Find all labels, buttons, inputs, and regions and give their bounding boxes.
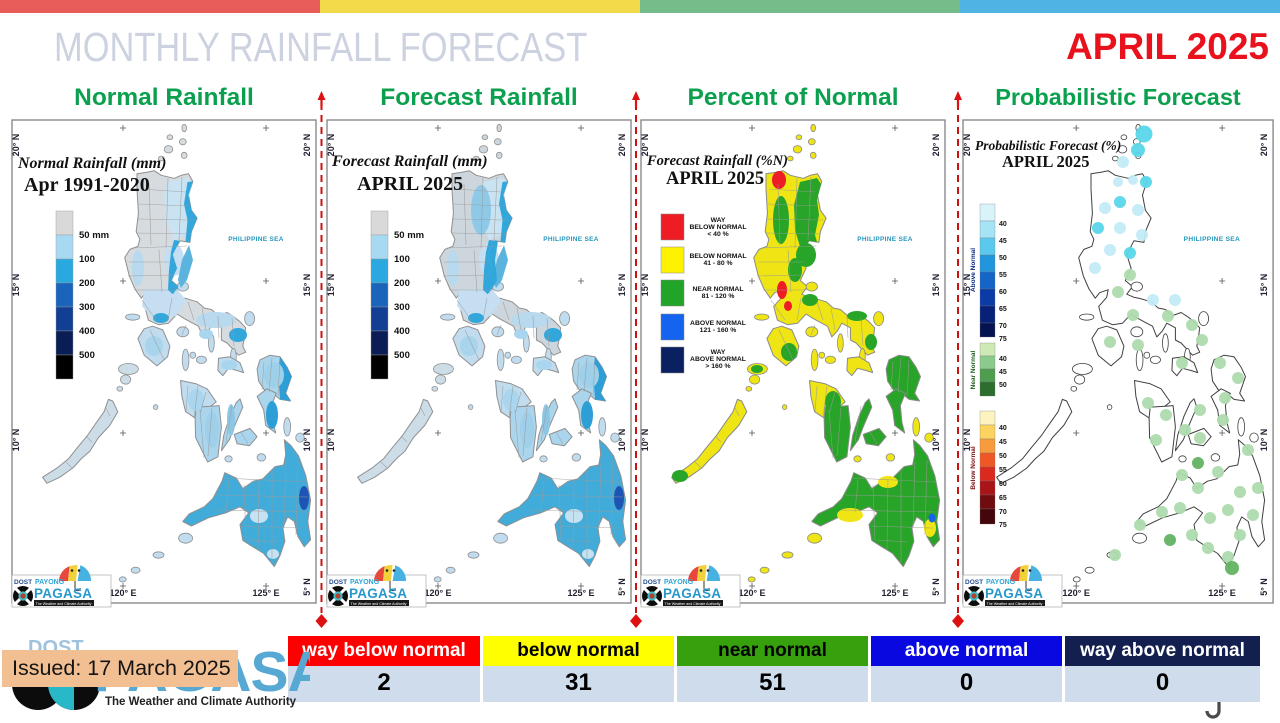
svg-text:WAY: WAY xyxy=(711,349,726,356)
svg-text:45: 45 xyxy=(999,369,1007,376)
svg-text:> 160 %: > 160 % xyxy=(705,363,730,370)
svg-text:< 40 %: < 40 % xyxy=(707,231,728,238)
svg-text:50: 50 xyxy=(999,255,1007,262)
svg-text:Forecast Rainfall (%N): Forecast Rainfall (%N) xyxy=(646,153,788,169)
svg-text:45: 45 xyxy=(999,238,1007,245)
svg-text:ABOVE NORMAL: ABOVE NORMAL xyxy=(690,356,746,363)
svg-text:ABOVE NORMAL: ABOVE NORMAL xyxy=(690,320,746,327)
svg-text:65: 65 xyxy=(999,306,1007,313)
svg-text:Probabilistic Forecast (%): Probabilistic Forecast (%) xyxy=(975,138,1121,153)
svg-text:Near Normal: Near Normal xyxy=(970,350,977,389)
svg-text:121 - 160 %: 121 - 160 % xyxy=(700,327,737,334)
svg-text:Normal Rainfall (mm): Normal Rainfall (mm) xyxy=(17,155,166,172)
svg-text:75: 75 xyxy=(999,522,1007,529)
svg-text:70: 70 xyxy=(999,323,1007,330)
svg-text:WAY: WAY xyxy=(711,217,726,224)
svg-text:APRIL 2025: APRIL 2025 xyxy=(666,169,764,189)
svg-text:60: 60 xyxy=(999,289,1007,296)
svg-text:50: 50 xyxy=(999,453,1007,460)
svg-text:60: 60 xyxy=(999,481,1007,488)
svg-text:75: 75 xyxy=(999,336,1007,343)
svg-text:81 - 120 %: 81 - 120 % xyxy=(702,293,735,300)
svg-text:APRIL 2025: APRIL 2025 xyxy=(357,173,463,195)
svg-text:40: 40 xyxy=(999,356,1007,363)
svg-text:BELOW NORMAL: BELOW NORMAL xyxy=(689,253,746,260)
svg-text:Above Normal: Above Normal xyxy=(970,248,977,292)
svg-text:NEAR NORMAL: NEAR NORMAL xyxy=(693,286,744,293)
svg-text:Forecast Rainfall (mm): Forecast Rainfall (mm) xyxy=(331,153,488,170)
svg-text:70: 70 xyxy=(999,509,1007,516)
svg-text:40: 40 xyxy=(999,425,1007,432)
svg-text:Apr 1991-2020: Apr 1991-2020 xyxy=(24,174,150,196)
svg-text:APRIL 2025: APRIL 2025 xyxy=(1002,152,1090,171)
svg-text:45: 45 xyxy=(999,439,1007,446)
svg-text:55: 55 xyxy=(999,272,1007,279)
svg-text:41 - 80 %: 41 - 80 % xyxy=(703,260,732,267)
svg-text:55: 55 xyxy=(999,467,1007,474)
svg-text:65: 65 xyxy=(999,495,1007,502)
svg-text:40: 40 xyxy=(999,221,1007,228)
svg-text:50: 50 xyxy=(999,382,1007,389)
svg-text:Below Normal: Below Normal xyxy=(970,446,977,490)
svg-text:BELOW NORMAL: BELOW NORMAL xyxy=(689,224,746,231)
